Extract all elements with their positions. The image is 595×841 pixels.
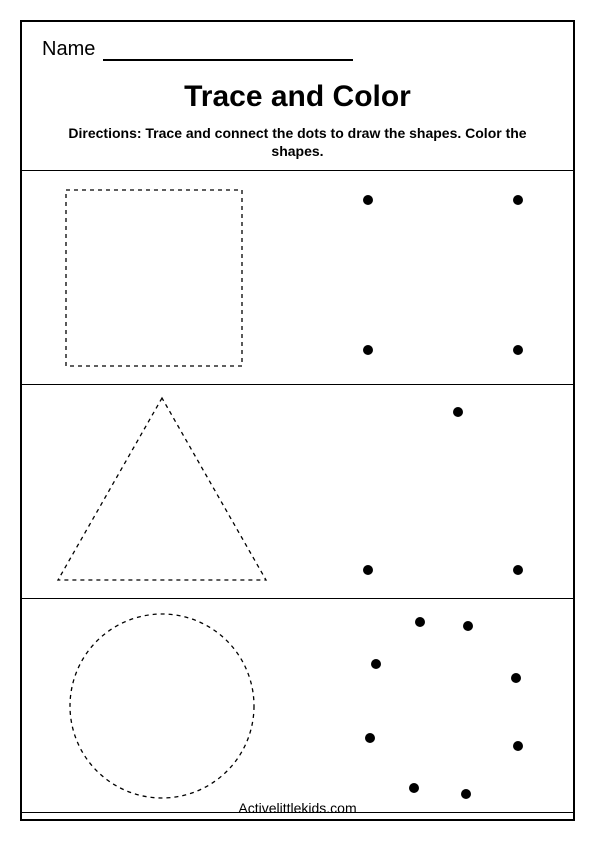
directions-text: Directions: Trace and connect the dots t…: [52, 124, 543, 160]
name-field: Name: [42, 38, 353, 61]
page-title: Trace and Color: [22, 80, 573, 114]
row-square: [22, 170, 573, 384]
footer-text: Activelittlekids.com: [22, 800, 573, 816]
dots-triangle: [298, 384, 574, 598]
name-label: Name: [42, 38, 95, 61]
circle-dots-svg: [298, 598, 574, 812]
circle-svg: [22, 598, 298, 812]
square-svg: [22, 170, 298, 384]
trace-square: [22, 170, 298, 384]
name-blank-line[interactable]: [103, 41, 353, 61]
dots-square: [298, 170, 574, 384]
row-circle: [22, 598, 573, 812]
dots-circle: [298, 598, 574, 812]
worksheet-border: Name Trace and Color Directions: Trace a…: [20, 20, 575, 821]
square-dots-svg: [298, 170, 574, 384]
trace-triangle: [22, 384, 298, 598]
row-triangle: [22, 384, 573, 598]
trace-circle: [22, 598, 298, 812]
triangle-svg: [22, 384, 298, 598]
triangle-dots-svg: [298, 384, 574, 598]
